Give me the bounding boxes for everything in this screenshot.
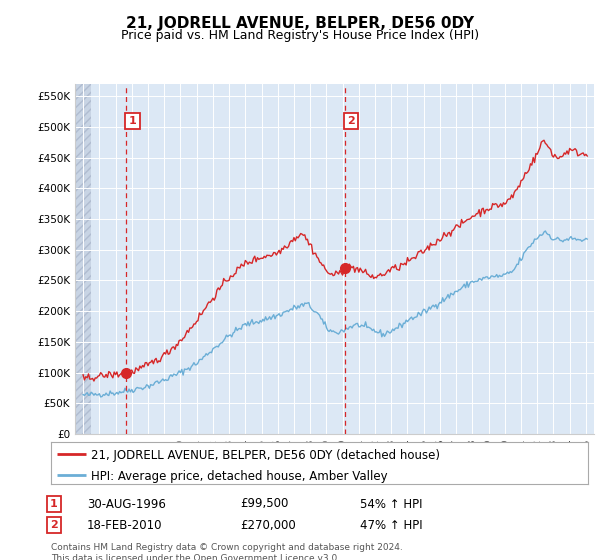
Text: 1: 1: [128, 116, 136, 126]
Text: 21, JODRELL AVENUE, BELPER, DE56 0DY (detached house): 21, JODRELL AVENUE, BELPER, DE56 0DY (de…: [91, 449, 440, 463]
Text: Contains HM Land Registry data © Crown copyright and database right 2024.
This d: Contains HM Land Registry data © Crown c…: [51, 543, 403, 560]
Text: 21, JODRELL AVENUE, BELPER, DE56 0DY: 21, JODRELL AVENUE, BELPER, DE56 0DY: [126, 16, 474, 31]
Text: 30-AUG-1996: 30-AUG-1996: [87, 497, 166, 511]
Text: 18-FEB-2010: 18-FEB-2010: [87, 519, 163, 532]
Text: HPI: Average price, detached house, Amber Valley: HPI: Average price, detached house, Ambe…: [91, 470, 388, 483]
Bar: [75, 84, 91, 434]
Text: 1: 1: [50, 499, 58, 509]
Text: 2: 2: [347, 116, 355, 126]
Text: £99,500: £99,500: [240, 497, 289, 511]
Text: £270,000: £270,000: [240, 519, 296, 532]
Text: Price paid vs. HM Land Registry's House Price Index (HPI): Price paid vs. HM Land Registry's House …: [121, 29, 479, 42]
Text: 54% ↑ HPI: 54% ↑ HPI: [360, 497, 422, 511]
Text: 2: 2: [50, 520, 58, 530]
Text: 47% ↑ HPI: 47% ↑ HPI: [360, 519, 422, 532]
